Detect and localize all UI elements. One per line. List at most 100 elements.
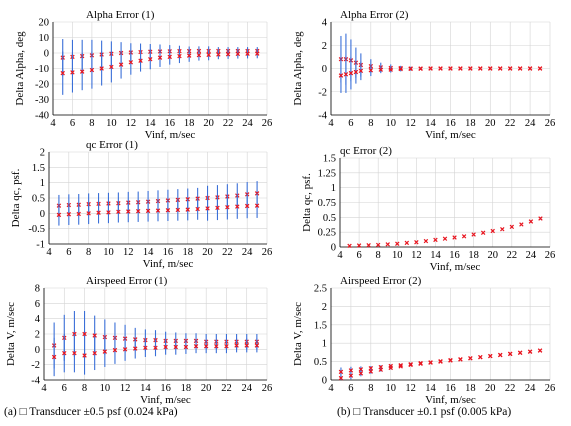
x-tick-label: 20 (201, 383, 212, 394)
data-point (92, 350, 97, 356)
x-tick-label: 8 (86, 247, 91, 258)
data-point (215, 205, 220, 211)
data-point (245, 51, 250, 56)
chart-title: qc Error (2) (340, 145, 392, 157)
data-point (408, 362, 413, 368)
data-point (255, 51, 260, 56)
y-tick-label: 1 (322, 339, 327, 350)
data-point (173, 344, 178, 350)
x-tick-label: 22 (507, 250, 518, 261)
x-tick-label: 14 (145, 118, 156, 129)
x-tick-label: 12 (126, 118, 137, 129)
x-tick-label: 6 (70, 118, 75, 129)
data-point (196, 52, 202, 58)
data-point (538, 216, 543, 221)
data-point (433, 237, 438, 243)
x-tick-label: 18 (468, 250, 479, 261)
x-tick-label: 16 (445, 118, 456, 129)
data-point (195, 206, 200, 212)
data-point (203, 344, 209, 349)
x-tick-label: 18 (184, 118, 195, 129)
data-point (86, 211, 91, 216)
chart-title: qc Error (1) (86, 139, 138, 151)
data-point (428, 360, 433, 365)
series-2 (56, 193, 260, 226)
data-point (375, 242, 381, 248)
x-tick-label: 26 (545, 250, 556, 261)
data-point (185, 207, 190, 212)
x-tick-label: 24 (525, 383, 536, 394)
x-tick-label: 24 (526, 250, 537, 261)
y-tick-label: 1.25 (318, 168, 336, 179)
y-tick-label: 0 (322, 376, 327, 387)
data-point (128, 60, 134, 65)
y-tick-label: 0 (322, 64, 327, 75)
data-point (235, 51, 241, 57)
data-point (235, 204, 240, 209)
data-point (96, 210, 101, 215)
data-point (106, 210, 111, 215)
y-tick-label: 0.5 (32, 194, 45, 205)
data-point (348, 373, 354, 378)
data-point (468, 356, 473, 361)
x-tick-label: 16 (445, 383, 456, 394)
y-tick-label: 0.5 (323, 213, 336, 224)
x-axis-label: Vinf, m/sec (425, 394, 476, 406)
data-point (509, 224, 515, 230)
data-point (498, 352, 503, 358)
y-tick-label: 0 (40, 209, 45, 220)
data-point (148, 56, 153, 62)
x-tick-label: 26 (545, 118, 556, 129)
y-tick-label: 1.5 (314, 320, 327, 331)
data-point (234, 343, 239, 348)
data-point (244, 203, 250, 209)
data-point (193, 344, 199, 349)
data-point (395, 241, 400, 246)
data-point (72, 350, 77, 356)
x-tick-label: 4 (46, 247, 52, 258)
data-point (133, 346, 138, 351)
data-point (408, 66, 413, 72)
x-tick-label: 12 (120, 383, 131, 394)
data-point (177, 53, 182, 59)
data-point (448, 358, 453, 363)
data-point (378, 367, 383, 372)
y-tick-label: -30 (35, 95, 49, 106)
data-point (358, 68, 364, 74)
x-tick-label: 26 (262, 247, 273, 258)
x-tick-label: 6 (348, 118, 353, 129)
data-point (60, 70, 65, 76)
x-tick-label: 22 (505, 118, 516, 129)
data-point (500, 226, 505, 232)
x-tick-label: 10 (385, 383, 396, 394)
data-point (99, 66, 104, 71)
y-tick-label: 2 (322, 41, 327, 52)
x-tick-label: 14 (425, 118, 436, 129)
y-tick-label: 4 (35, 314, 41, 325)
y-tick-label: -4 (31, 376, 40, 387)
x-tick-label: 16 (449, 250, 460, 261)
y-tick-label: 20 (39, 18, 50, 29)
series-2 (60, 48, 260, 95)
data-point (398, 66, 403, 72)
x-tick-label: 6 (66, 247, 71, 258)
x-tick-label: 4 (328, 383, 334, 394)
y-tick-label: -2 (31, 360, 40, 371)
data-point (537, 348, 543, 353)
x-tick-label: 16 (163, 247, 174, 258)
x-tick-label: 20 (485, 383, 496, 394)
x-tick-label: 20 (485, 118, 496, 129)
data-point (167, 54, 172, 60)
x-tick-label: 18 (465, 383, 476, 394)
x-tick-label: 20 (202, 247, 213, 258)
data-point (507, 351, 513, 357)
y-axis-label: Delta qc, psf. (301, 173, 313, 232)
x-tick-label: 4 (337, 250, 343, 261)
y-tick-label: 2 (35, 330, 40, 341)
y-tick-label: 4 (322, 18, 328, 29)
y-tick-label: -2 (318, 87, 327, 98)
data-point (56, 212, 62, 218)
data-point (442, 236, 448, 241)
data-point (109, 64, 114, 70)
y-tick-label: 0.25 (318, 228, 336, 239)
